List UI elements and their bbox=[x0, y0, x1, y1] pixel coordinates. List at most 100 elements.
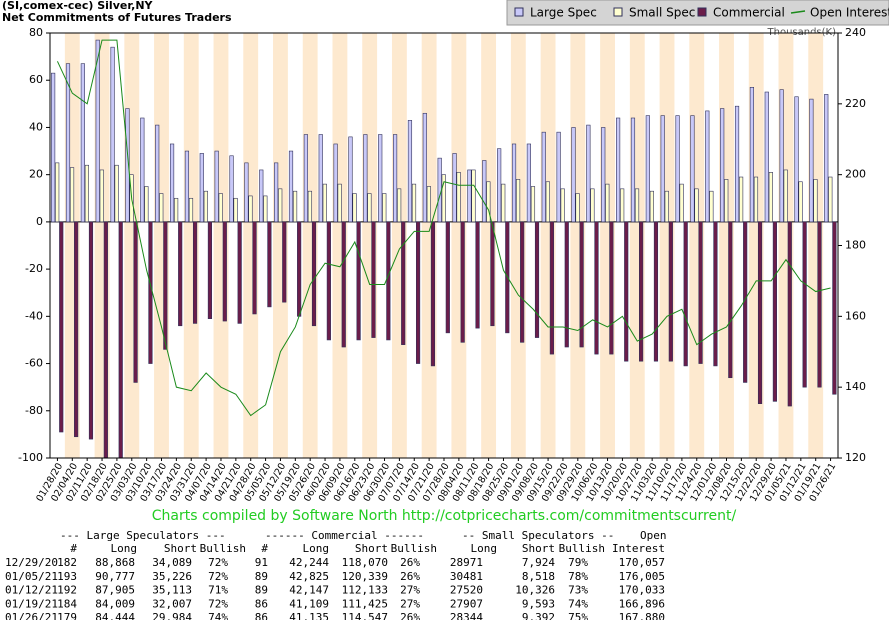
bar bbox=[244, 162, 249, 223]
bar bbox=[520, 221, 525, 343]
bar bbox=[163, 221, 168, 350]
bar bbox=[639, 221, 644, 362]
table-cell: 26% bbox=[400, 611, 420, 620]
table-cell: 34,089 bbox=[152, 556, 192, 569]
bar bbox=[411, 183, 417, 223]
table-header: Interest bbox=[612, 542, 665, 555]
bar bbox=[813, 179, 818, 223]
y-tick-label: -80 bbox=[25, 404, 43, 417]
bar bbox=[668, 221, 673, 362]
bar bbox=[787, 221, 792, 407]
bar bbox=[222, 221, 227, 322]
legend-swatch bbox=[613, 7, 623, 17]
table-cell: 01/19/21 bbox=[5, 597, 58, 610]
bar bbox=[356, 221, 361, 341]
bar bbox=[415, 221, 421, 364]
table-cell: 74% bbox=[568, 597, 588, 610]
bar bbox=[348, 136, 353, 223]
table-cell: 89 bbox=[255, 570, 268, 583]
table-header: Bullish bbox=[559, 542, 605, 555]
table-cell: 7,924 bbox=[522, 556, 555, 569]
bar bbox=[586, 124, 591, 223]
bar bbox=[59, 221, 64, 433]
y-tick-label: 0 bbox=[36, 215, 43, 228]
table-cell: 01/12/21 bbox=[5, 584, 58, 597]
legend-label: Large Spec bbox=[530, 6, 597, 20]
bar bbox=[311, 221, 317, 327]
bar bbox=[114, 164, 119, 223]
bar bbox=[333, 143, 338, 223]
table-cell: 179 bbox=[57, 611, 77, 620]
bar bbox=[297, 221, 302, 317]
bar bbox=[526, 143, 531, 223]
bar bbox=[779, 89, 784, 223]
table-header: Long bbox=[303, 542, 330, 555]
bar bbox=[634, 188, 640, 223]
y2-tick-label: 140 bbox=[845, 380, 866, 393]
bar bbox=[393, 134, 398, 223]
plot-frame bbox=[49, 32, 839, 459]
table-cell: 26% bbox=[400, 556, 420, 569]
table-cell: 90,777 bbox=[95, 570, 135, 583]
bar bbox=[675, 115, 680, 223]
table-cell: 86 bbox=[255, 611, 268, 620]
table-cell: 166,896 bbox=[619, 597, 665, 610]
band bbox=[183, 33, 199, 458]
bar bbox=[252, 221, 257, 315]
bar bbox=[133, 221, 138, 383]
table-cell: 26% bbox=[400, 570, 420, 583]
table-header: Bullish bbox=[391, 542, 437, 555]
bar bbox=[95, 39, 100, 223]
bar bbox=[490, 221, 495, 327]
bar bbox=[110, 46, 115, 223]
bar bbox=[798, 181, 803, 223]
bar bbox=[99, 169, 104, 223]
table-header: # bbox=[261, 542, 268, 555]
table-cell: 42,244 bbox=[289, 556, 329, 569]
table-cell: 86 bbox=[255, 597, 268, 610]
bar bbox=[322, 183, 327, 223]
legend-swatch bbox=[514, 7, 524, 17]
bar bbox=[724, 179, 729, 223]
table-cell: 84,009 bbox=[95, 597, 135, 610]
bar bbox=[318, 134, 323, 223]
bar bbox=[802, 221, 807, 388]
bar bbox=[426, 186, 431, 223]
table-header: Long bbox=[111, 542, 138, 555]
bar bbox=[397, 188, 402, 223]
bar bbox=[530, 186, 536, 223]
y2-tick-label: 160 bbox=[845, 309, 866, 322]
bar bbox=[649, 190, 654, 223]
bar bbox=[407, 120, 413, 223]
table-cell: 32,007 bbox=[152, 597, 192, 610]
bar bbox=[207, 221, 213, 319]
table-cell: 72% bbox=[208, 570, 228, 583]
bar bbox=[140, 117, 145, 223]
table-cell: 118,070 bbox=[342, 556, 388, 569]
bar bbox=[452, 153, 457, 223]
bar bbox=[624, 221, 629, 362]
y2-tick-label: 180 bbox=[845, 239, 866, 252]
bar bbox=[783, 169, 788, 223]
bar bbox=[178, 221, 183, 327]
table-cell: 35,226 bbox=[152, 570, 192, 583]
y-tick-label: 40 bbox=[29, 120, 43, 133]
bar bbox=[497, 148, 502, 223]
bar bbox=[192, 221, 198, 324]
table-cell: 42,147 bbox=[289, 584, 329, 597]
bar bbox=[263, 195, 268, 223]
bar bbox=[267, 221, 272, 308]
bar bbox=[772, 221, 777, 402]
table-cell: 182 bbox=[57, 556, 77, 569]
table-cell: 75% bbox=[568, 611, 588, 620]
bar bbox=[237, 221, 242, 324]
bar bbox=[728, 221, 733, 379]
table-cell: 01/26/21 bbox=[5, 611, 58, 620]
bar bbox=[326, 221, 331, 341]
bar bbox=[630, 117, 636, 223]
bar bbox=[601, 127, 606, 223]
table-cell: 27907 bbox=[450, 597, 483, 610]
bar bbox=[292, 190, 298, 223]
